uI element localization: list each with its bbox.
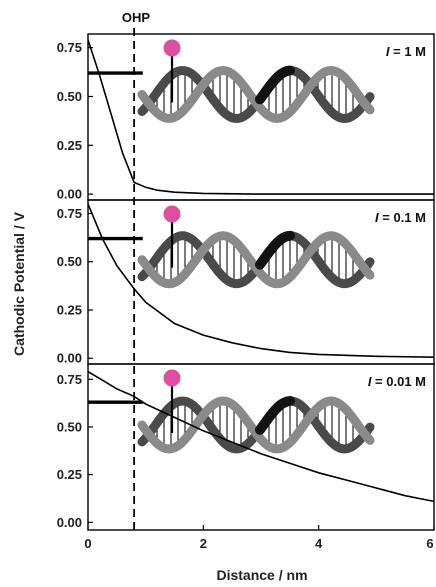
- y-tick-label: 0.25: [57, 467, 82, 482]
- helix-strand-accent: [255, 396, 295, 435]
- y-tick-label: 0.50: [57, 254, 82, 269]
- helix-strand-front: [137, 396, 375, 454]
- helix-strand-accent: [255, 230, 295, 270]
- x-tick-label: 6: [426, 536, 433, 551]
- panel-label-italic: I: [386, 44, 390, 59]
- y-tick-label: 0.50: [57, 89, 82, 104]
- y-tick-label: 0.25: [57, 302, 82, 317]
- panel-label: I = 0.1 M: [375, 210, 426, 225]
- labels-group: 0.00 0.25 0.50 0.75 I = 1 M 0.00 0.25 0.50 0.75 I…: [57, 40, 434, 551]
- y-tick-label: 0.00: [57, 351, 82, 366]
- helix-strand-front: [137, 65, 375, 124]
- y-tick-label: 0.00: [57, 187, 82, 202]
- panels-group: [88, 39, 434, 503]
- potential-decay-series: [88, 370, 434, 503]
- ticks-group: [87, 47, 435, 530]
- probe-head-icon: [163, 205, 181, 223]
- panel-2: [88, 203, 434, 358]
- x-tick-label: 0: [84, 536, 91, 551]
- y-tick-label: 0.75: [57, 206, 82, 221]
- panel-label: I = 1 M: [386, 44, 426, 59]
- y-tick-label: 0.75: [57, 40, 82, 55]
- y-tick-label: 0.75: [57, 372, 82, 387]
- panel-label: I = 0.01 M: [368, 374, 426, 389]
- frames-group: [87, 28, 435, 531]
- panel-3: [88, 369, 434, 503]
- ohp-label: OHP: [122, 10, 151, 25]
- panel-label-italic: I: [375, 210, 379, 225]
- probe-head-icon: [163, 369, 181, 387]
- panel-label-rest: = 0.1 M: [379, 210, 426, 225]
- potential-decay-series: [88, 39, 434, 195]
- x-axis-title: Distance / nm: [216, 567, 307, 583]
- y-tick-label: 0.25: [57, 138, 82, 153]
- x-tick-label: 2: [200, 536, 207, 551]
- panel-label-rest: = 0.01 M: [371, 374, 426, 389]
- panel-label-rest: = 1 M: [390, 44, 427, 59]
- helix-strand-accent: [255, 65, 295, 105]
- x-tick-label: 4: [315, 536, 323, 551]
- probe-head-icon: [163, 39, 181, 57]
- y-tick-label: 0.50: [57, 419, 82, 434]
- potential-decay-series: [88, 203, 434, 358]
- y-tick-label: 0.00: [57, 515, 82, 530]
- panel-frame: [87, 33, 435, 201]
- helix-strand-front: [137, 231, 375, 289]
- panel-1: [88, 39, 434, 195]
- panel-frame: [87, 363, 435, 531]
- panel-label-italic: I: [368, 374, 372, 389]
- y-axis-title: Cathodic Potential / V: [11, 211, 27, 356]
